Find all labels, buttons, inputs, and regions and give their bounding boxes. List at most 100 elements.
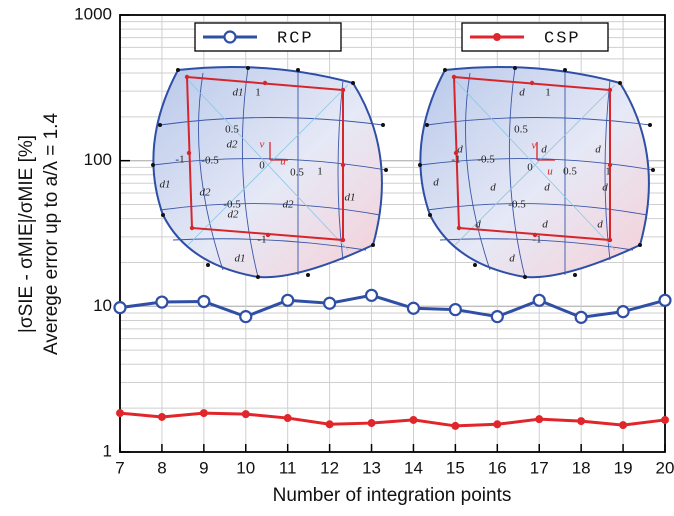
inset-label: d xyxy=(541,144,547,156)
inset-node xyxy=(607,87,613,93)
inset-curve xyxy=(198,72,224,271)
inset-label: -0.5 xyxy=(201,155,219,167)
inset-node xyxy=(161,213,165,217)
inset-label: d xyxy=(595,144,601,156)
inset-label: d xyxy=(433,177,439,189)
data-point xyxy=(616,305,630,319)
inset-label: -1 xyxy=(257,234,266,246)
data-point xyxy=(157,412,166,421)
inset-node xyxy=(340,237,346,243)
inset-node xyxy=(384,168,388,172)
inset-label: 0.5 xyxy=(290,167,304,179)
inset-node xyxy=(532,232,538,238)
inset-label: -1 xyxy=(175,154,184,166)
x-axis-label: Number of integration points xyxy=(273,485,512,506)
inset-node xyxy=(618,81,622,85)
x-tick-label: 15 xyxy=(446,458,465,477)
inset-curve xyxy=(159,117,384,126)
inset-label: -0.5 xyxy=(223,199,241,211)
y-tick-label: 1 xyxy=(103,441,112,460)
y-tick-label: 1000 xyxy=(74,4,112,23)
data-point xyxy=(451,421,460,430)
inset-label: d xyxy=(509,253,515,265)
data-point xyxy=(493,420,502,429)
inset-label: d xyxy=(457,144,463,156)
y-axis-label: Averege error up to a/λ = 1.4 xyxy=(41,113,62,355)
inset-node xyxy=(523,275,527,279)
inset-node xyxy=(651,168,655,172)
inset-label: d2 xyxy=(228,209,240,221)
inset-label: d1 xyxy=(160,179,171,191)
data-point xyxy=(116,409,124,418)
data-point xyxy=(155,295,169,309)
y-axis-label: |σSIE - σMIE|/σMIE [%] xyxy=(16,135,37,333)
inset-label: -0.5 xyxy=(508,199,526,211)
inset-node xyxy=(453,150,459,156)
inset-node xyxy=(381,123,385,127)
inset-label: d2 xyxy=(227,139,239,151)
inset-label: d xyxy=(519,87,525,99)
inset-node xyxy=(256,275,260,279)
data-point xyxy=(323,296,337,310)
inset-label: d1 xyxy=(345,192,356,204)
inset-node xyxy=(151,163,155,167)
inset-label: d xyxy=(602,182,608,194)
marks xyxy=(113,288,672,430)
inset-node xyxy=(418,163,422,167)
inset-node xyxy=(206,263,210,267)
data-point xyxy=(577,417,586,426)
inset-label: -1 xyxy=(532,234,541,246)
inset-label: d2 xyxy=(283,199,295,211)
inset-diagonal xyxy=(454,79,616,251)
legend-label: CSP xyxy=(544,29,581,48)
data-point xyxy=(619,421,628,430)
x-tick-label: 10 xyxy=(236,458,255,477)
x-tick-label: 9 xyxy=(199,458,208,477)
x-tick-label: 16 xyxy=(488,458,507,477)
data-point xyxy=(241,410,250,419)
inset-label: d1 xyxy=(235,253,246,265)
inset-curve xyxy=(465,72,491,271)
inset-label: d xyxy=(490,182,496,194)
inset-label: 1 xyxy=(605,166,611,178)
inset-label: d2 xyxy=(200,187,212,199)
inset-label: v xyxy=(532,140,537,152)
inset-label: 1 xyxy=(255,87,261,99)
inset-curve xyxy=(159,203,381,216)
inset-node xyxy=(296,68,300,72)
x-tick-label: 14 xyxy=(404,458,423,477)
inset-label: 0.5 xyxy=(225,124,239,136)
inset-curve xyxy=(426,117,651,126)
x-tick-label: 13 xyxy=(362,458,381,477)
series-line xyxy=(119,411,666,428)
legend: RCP CSP xyxy=(194,22,609,52)
inset-axes xyxy=(536,142,555,161)
inset-node xyxy=(607,162,613,168)
inset-curve xyxy=(439,238,634,251)
inset-node xyxy=(563,68,567,72)
data-point xyxy=(661,415,669,424)
data-point xyxy=(532,293,546,307)
inset-diagonal xyxy=(187,79,349,251)
inset-node xyxy=(428,213,432,217)
inset-label: u xyxy=(547,166,553,178)
plot-frame xyxy=(119,14,666,453)
inset-label: 1 xyxy=(545,87,551,99)
data-point xyxy=(113,301,127,315)
x-tick-label: 8 xyxy=(157,458,166,477)
inset-label: d xyxy=(475,219,481,231)
inset-node xyxy=(246,66,250,70)
y-tick-label: 100 xyxy=(84,150,112,169)
x-tick-label: 7 xyxy=(115,458,124,477)
data-point xyxy=(199,409,208,418)
legend-label: RCP xyxy=(277,29,314,48)
data-point xyxy=(197,294,211,309)
inset-node xyxy=(473,263,477,267)
x-tick-label: 11 xyxy=(279,458,297,477)
legend-marker xyxy=(493,33,501,41)
data-point xyxy=(658,293,672,307)
inset-label: 1 xyxy=(317,166,323,178)
inset-node xyxy=(371,243,375,247)
